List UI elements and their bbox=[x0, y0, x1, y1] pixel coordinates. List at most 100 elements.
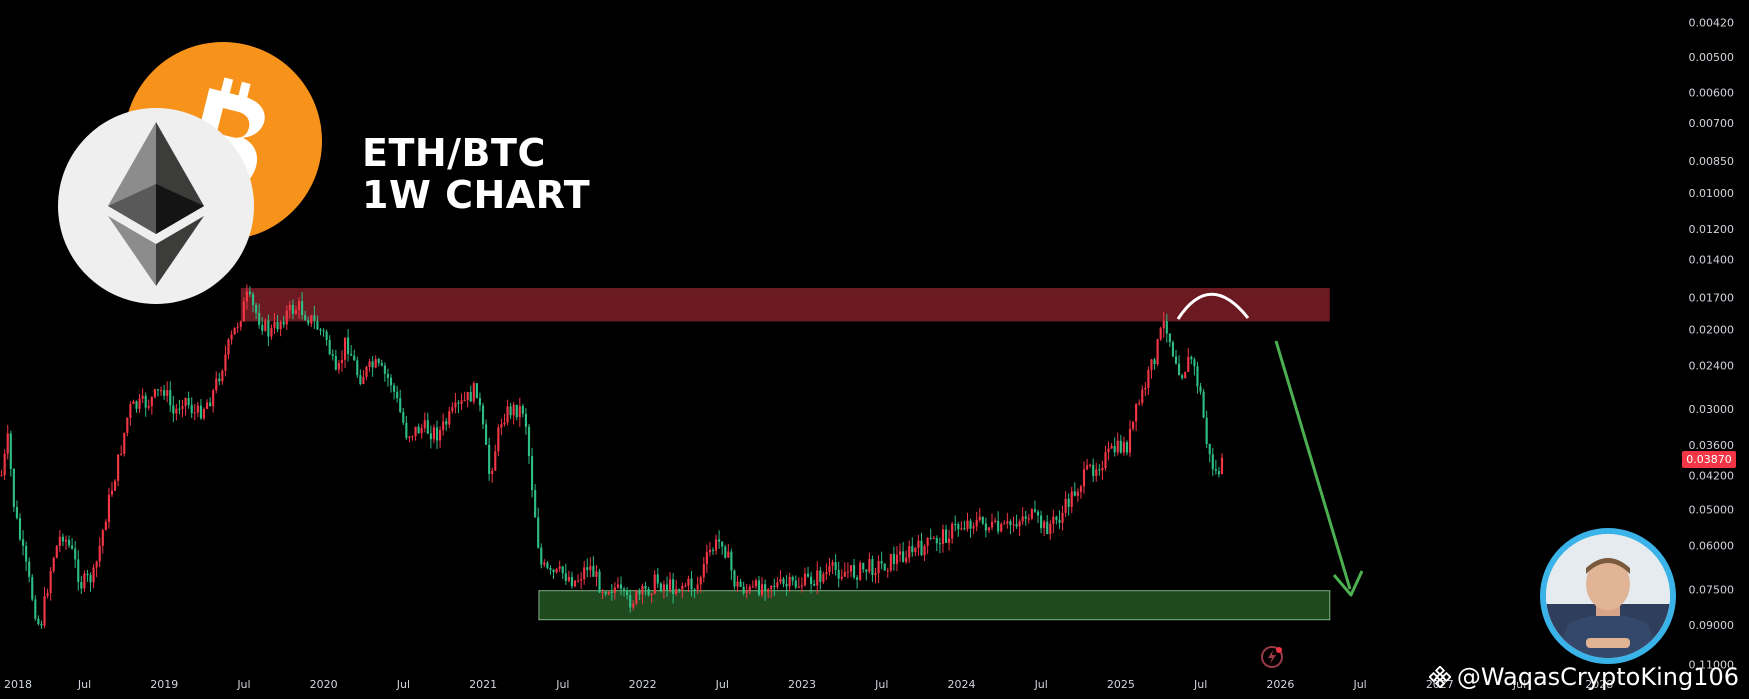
candle-body bbox=[215, 378, 218, 391]
candle-body bbox=[880, 561, 883, 564]
down-arrow-head bbox=[1332, 570, 1364, 597]
candle-body bbox=[506, 406, 509, 423]
candle-body bbox=[702, 564, 705, 578]
candle-body bbox=[1165, 321, 1168, 334]
candle-body bbox=[978, 516, 981, 521]
candle-body bbox=[245, 291, 248, 302]
candle-body bbox=[396, 391, 399, 399]
candle-body bbox=[555, 568, 558, 573]
candle-body bbox=[659, 583, 662, 591]
candle-body bbox=[435, 427, 439, 441]
candle-body bbox=[322, 330, 325, 332]
candle-body bbox=[144, 395, 147, 408]
candle-body bbox=[699, 577, 702, 585]
y-tick-label: 0.01000 bbox=[1689, 187, 1735, 200]
candle-body bbox=[1217, 471, 1221, 475]
candle-body bbox=[941, 529, 945, 544]
candle-body bbox=[199, 405, 202, 419]
candle-body bbox=[71, 545, 74, 549]
candle-body bbox=[751, 586, 754, 588]
candle-body bbox=[635, 590, 638, 604]
chart-title-line1: ETH/BTC bbox=[362, 131, 546, 175]
candle-body bbox=[1150, 359, 1153, 370]
candle-body bbox=[926, 537, 929, 546]
candle-body bbox=[163, 390, 166, 396]
candle-body bbox=[1064, 498, 1067, 513]
candle-body bbox=[1199, 386, 1202, 392]
candle-body bbox=[129, 404, 132, 418]
candle-body bbox=[730, 551, 733, 571]
candle-body bbox=[1147, 369, 1150, 388]
candle-body bbox=[773, 585, 776, 588]
candle-body bbox=[1220, 457, 1224, 475]
candle-body bbox=[279, 321, 282, 330]
candle-body bbox=[619, 584, 623, 589]
x-tick-label: 2019 bbox=[150, 678, 178, 691]
candle-body bbox=[739, 581, 742, 587]
candle-body bbox=[785, 583, 788, 587]
candle-body bbox=[159, 390, 163, 392]
candle-body bbox=[1184, 371, 1187, 379]
candle-body bbox=[377, 359, 380, 364]
candle-body bbox=[224, 354, 227, 371]
candle-body bbox=[543, 562, 546, 565]
x-tick-label: 2028 bbox=[1585, 678, 1613, 691]
candle-body bbox=[561, 566, 564, 574]
candle-body bbox=[104, 521, 107, 531]
candle-body bbox=[478, 398, 482, 406]
candle-body bbox=[1159, 328, 1162, 340]
candle-body bbox=[592, 565, 595, 577]
candle-body bbox=[83, 573, 86, 589]
candle-body bbox=[6, 433, 9, 454]
candle-body bbox=[871, 559, 874, 576]
candle-body bbox=[1061, 512, 1064, 523]
candle-body bbox=[110, 490, 114, 495]
candle-body bbox=[705, 552, 708, 565]
candle-body bbox=[745, 590, 748, 594]
candle-body bbox=[598, 571, 601, 593]
candle-body bbox=[1012, 524, 1015, 526]
candle-body bbox=[776, 582, 779, 588]
candle-body bbox=[1181, 375, 1184, 379]
candle-body bbox=[1205, 417, 1208, 444]
candle-body bbox=[126, 417, 129, 433]
candle-body bbox=[1208, 443, 1211, 455]
candle-body bbox=[721, 541, 724, 547]
candle-body bbox=[764, 584, 767, 592]
candle-body bbox=[558, 566, 561, 569]
candle-body bbox=[1138, 402, 1141, 404]
candle-body bbox=[883, 563, 886, 571]
candle-body bbox=[837, 569, 840, 579]
candle-body bbox=[221, 370, 224, 382]
candle-body bbox=[107, 494, 110, 522]
candle-body bbox=[393, 385, 396, 392]
candle-body bbox=[711, 549, 715, 551]
candle-body bbox=[74, 548, 77, 560]
candle-body bbox=[52, 557, 55, 572]
candle-body bbox=[576, 580, 580, 582]
candle-body bbox=[485, 424, 488, 445]
candle-body bbox=[46, 593, 49, 597]
candle-body bbox=[1015, 524, 1018, 527]
candle-body bbox=[273, 321, 276, 328]
candle-body bbox=[347, 337, 350, 355]
candle-body bbox=[693, 589, 696, 591]
candle-body bbox=[209, 402, 212, 407]
candle-body bbox=[1128, 428, 1132, 453]
y-tick-label: 0.05000 bbox=[1689, 504, 1735, 517]
candle-body bbox=[18, 518, 22, 540]
candle-body bbox=[1187, 356, 1190, 372]
x-tick-label: 2018 bbox=[4, 678, 32, 691]
candle-body bbox=[1153, 359, 1156, 365]
candle-body bbox=[362, 376, 365, 384]
candle-body bbox=[583, 567, 586, 580]
down-arrow-shaft bbox=[1274, 340, 1352, 590]
candle-body bbox=[846, 571, 849, 573]
y-tick-label: 0.01700 bbox=[1689, 292, 1735, 305]
annotations-layer bbox=[1176, 292, 1364, 597]
candle-body bbox=[1086, 465, 1089, 470]
candle-body bbox=[432, 427, 436, 440]
candle-body bbox=[1024, 516, 1027, 519]
candle-body bbox=[1141, 389, 1144, 403]
candle-body bbox=[451, 407, 454, 412]
